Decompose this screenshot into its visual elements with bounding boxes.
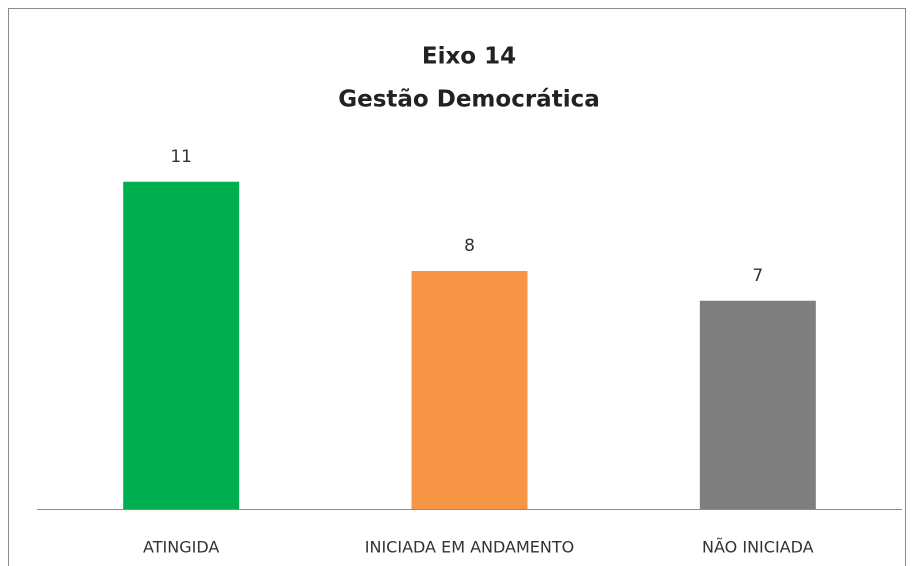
value-label: 7 [752,266,763,286]
x-tick-label: NÃO INICIADA [702,538,814,557]
chart-title: Eixo 14 [422,44,516,70]
bar [123,181,240,509]
x-tick-label: ATINGIDA [143,538,219,557]
value-label: 11 [170,147,192,167]
bar [699,300,816,509]
bar [411,271,528,509]
chart-subtitle: Gestão Democrática [338,87,599,113]
value-label: 8 [464,236,475,256]
x-tick-label: INICIADA EM ANDAMENTO [365,538,574,557]
